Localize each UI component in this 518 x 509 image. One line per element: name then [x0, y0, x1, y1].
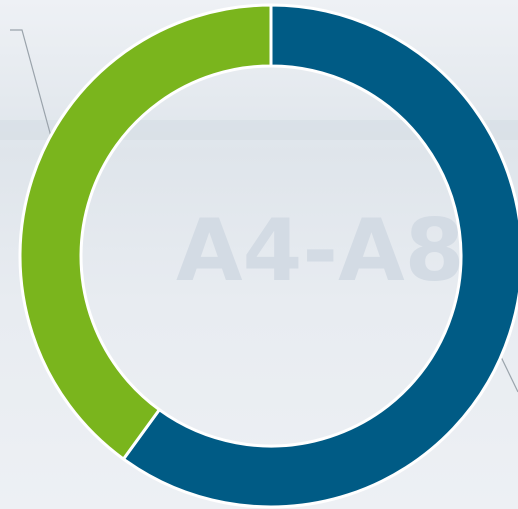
donut-segment [18, 3, 273, 462]
donut [18, 3, 518, 509]
donut-segment [121, 3, 518, 509]
background-text: A4-A8 [176, 201, 465, 301]
